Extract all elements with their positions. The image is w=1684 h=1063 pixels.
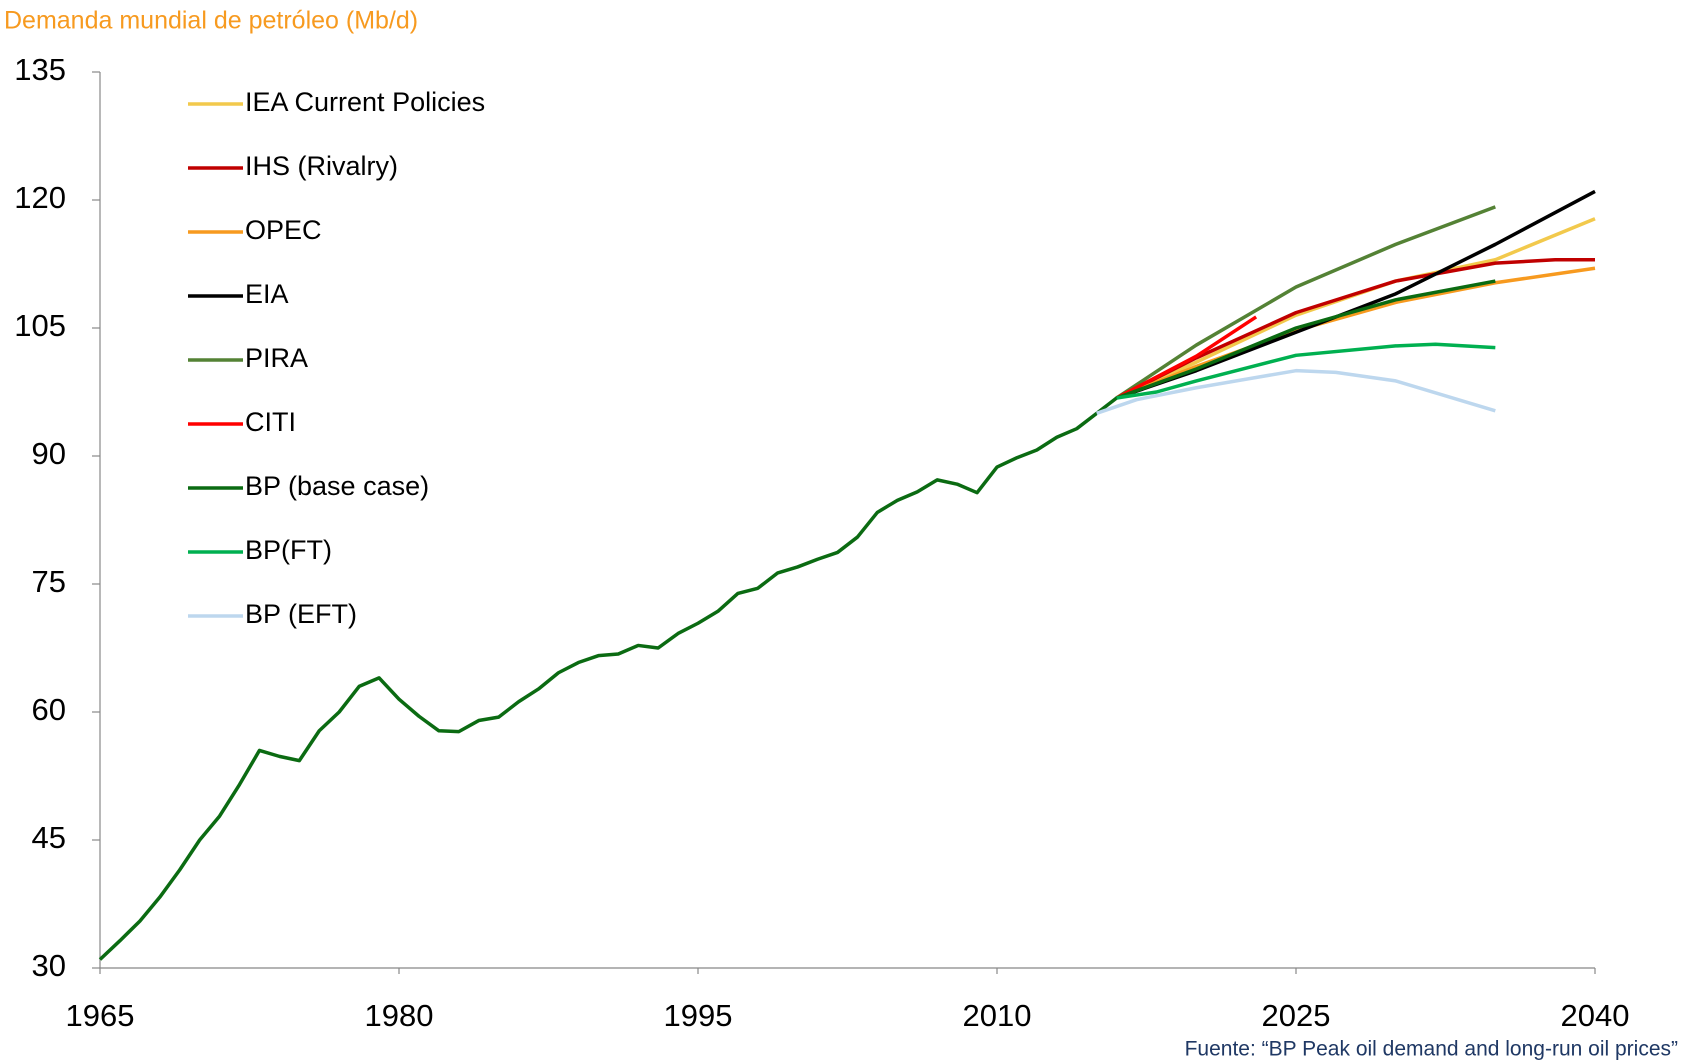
y-tick-label: 75 xyxy=(32,564,66,599)
series-line xyxy=(1115,266,1596,400)
legend-label: EIA xyxy=(245,279,289,309)
y-tick-label: 135 xyxy=(14,52,66,87)
legend-label: IHS (Rivalry) xyxy=(245,151,398,181)
x-tick-label: 2040 xyxy=(1561,998,1630,1033)
series-line xyxy=(1115,315,1258,400)
legend-label: IEA Current Policies xyxy=(245,87,485,117)
y-tick-label: 45 xyxy=(32,820,66,855)
y-tick-label: 120 xyxy=(14,180,66,215)
series-line xyxy=(1096,368,1496,415)
y-tick-label: 90 xyxy=(32,436,66,471)
x-tick-label: 1995 xyxy=(664,998,733,1033)
y-tick-label: 60 xyxy=(32,692,66,727)
legend-label: CITI xyxy=(245,407,296,437)
series-line xyxy=(98,279,1496,961)
x-tick-label: 1980 xyxy=(365,998,434,1033)
chart-title: Demanda mundial de petróleo (Mb/d) xyxy=(4,7,418,35)
legend-label: BP (base case) xyxy=(245,471,429,501)
x-tick-label: 2010 xyxy=(963,998,1032,1033)
y-tick-label: 30 xyxy=(32,948,66,983)
series-line xyxy=(1116,342,1496,400)
x-tick-label: 1965 xyxy=(66,998,135,1033)
legend-label: BP (EFT) xyxy=(245,599,357,629)
legend-label: BP(FT) xyxy=(245,535,332,565)
x-tick-label: 2025 xyxy=(1262,998,1331,1033)
series-line xyxy=(1115,205,1496,400)
source-note: Fuente: “BP Peak oil demand and long-run… xyxy=(1185,1038,1678,1061)
legend-label: PIRA xyxy=(245,343,308,373)
legend-label: OPEC xyxy=(245,215,322,245)
y-tick-label: 105 xyxy=(14,308,66,343)
